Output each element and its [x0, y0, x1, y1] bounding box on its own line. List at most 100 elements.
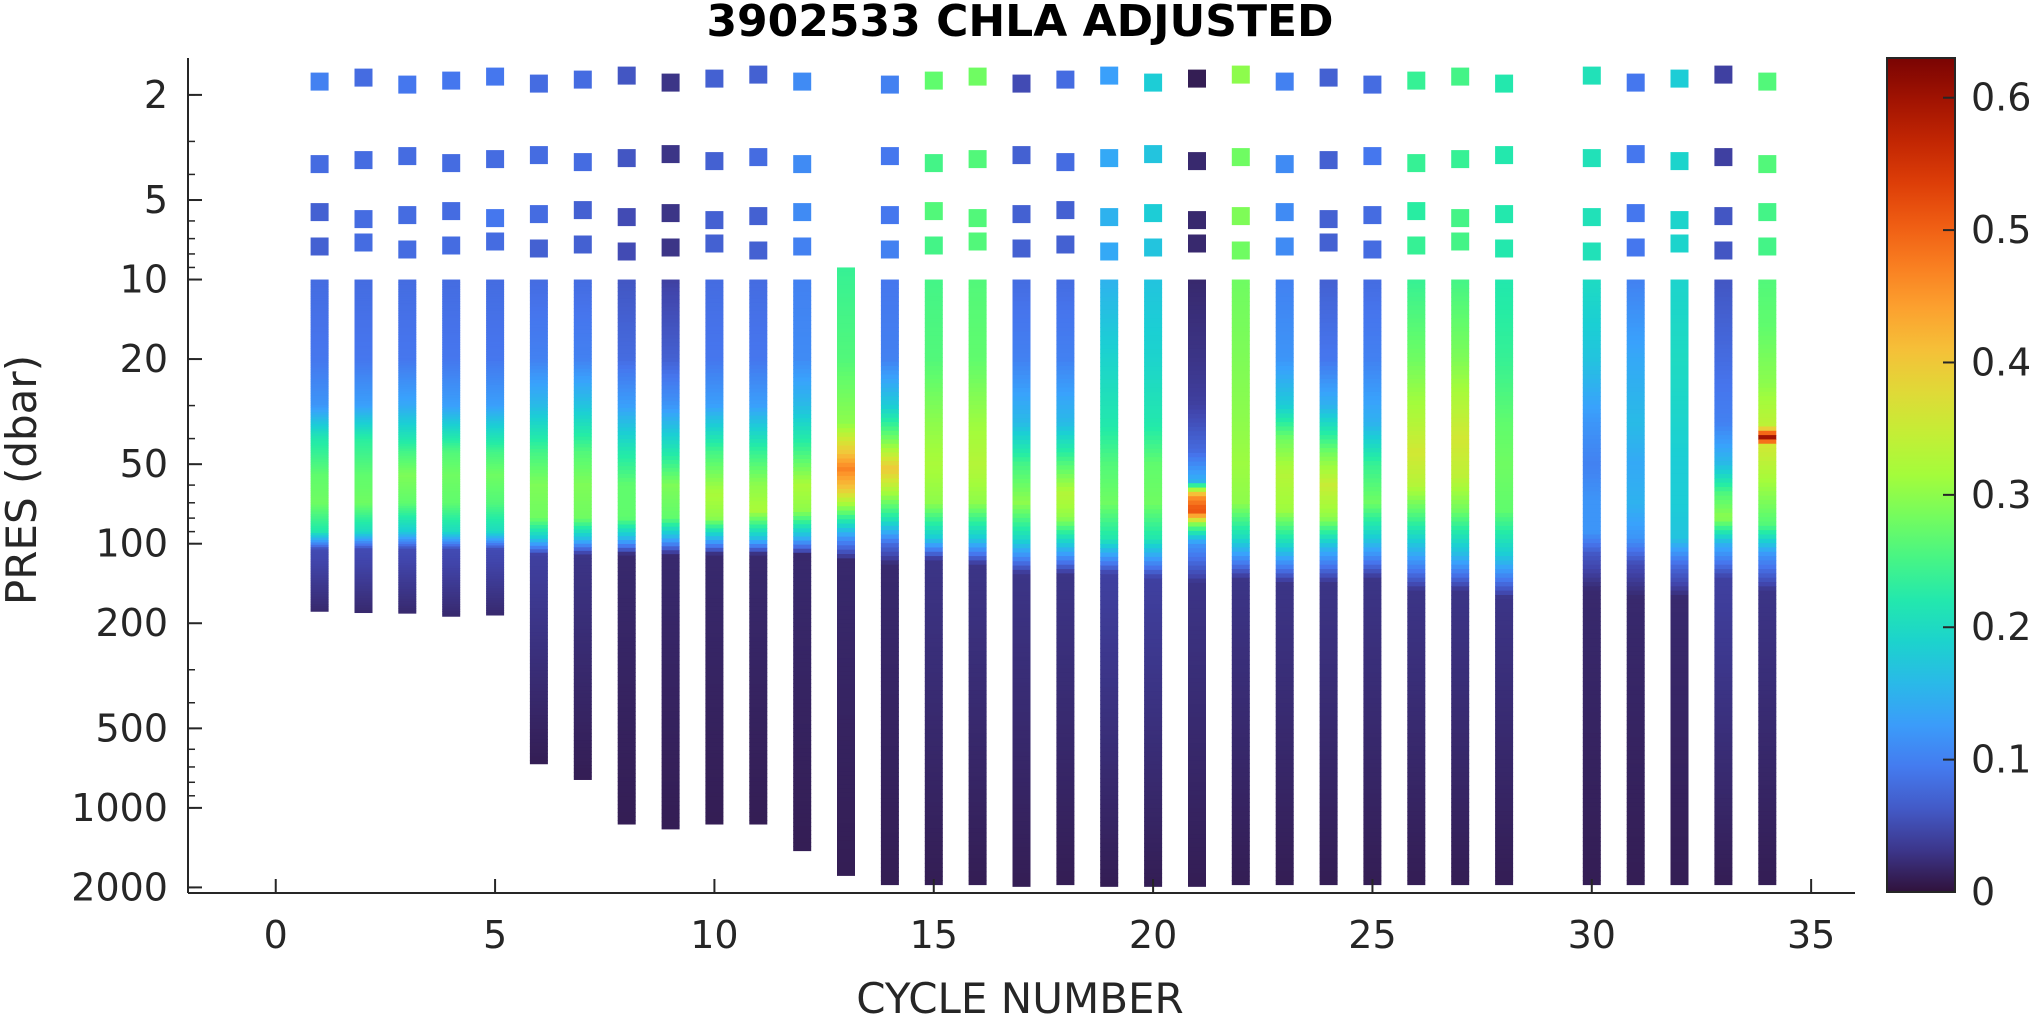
profile-cell: [1188, 526, 1206, 532]
profile-cell: [837, 614, 855, 620]
profile-cell: [573, 608, 592, 613]
profile-cell: [793, 287, 812, 293]
profile-cell: [617, 536, 636, 541]
profile-cell: [837, 358, 855, 364]
profile-cell: [1012, 522, 1031, 528]
profile-cell: [1275, 448, 1294, 453]
profile-cell: [1231, 690, 1250, 695]
profile-cell: [1714, 828, 1733, 834]
profile-cell: [1670, 802, 1689, 808]
profile-cell: [1188, 665, 1206, 671]
profile-cell: [1012, 617, 1031, 623]
profile-cell: [1451, 331, 1470, 337]
profile-cell: [310, 376, 329, 380]
profile-cell: [1319, 599, 1338, 605]
profile-cell: [1188, 340, 1206, 346]
profile-cell: [661, 562, 680, 567]
profile-cell: [442, 334, 461, 338]
profile-cell: [442, 411, 461, 415]
profile-cell: [968, 681, 987, 687]
profile-cell: [1626, 538, 1645, 544]
profile-cell: [617, 746, 636, 751]
profile-cell: [354, 291, 373, 295]
profile-cell: [1495, 478, 1514, 484]
profile-cell: [310, 424, 329, 427]
profile-cell: [1582, 633, 1601, 639]
profile-cell: [1144, 652, 1163, 658]
profile-cell: [486, 416, 505, 420]
profile-cell: [310, 554, 329, 558]
profile-cell: [1451, 594, 1470, 600]
profile-cell: [661, 409, 680, 414]
profile-cell: [749, 586, 768, 592]
profile-cell: [1012, 756, 1031, 762]
profile-cell: [398, 505, 417, 509]
profile-cell: [529, 656, 548, 661]
profile-cell: [1495, 409, 1514, 415]
profile-cell: [1670, 370, 1689, 376]
profile-cell: [749, 458, 768, 463]
profile-cell: [1188, 626, 1206, 632]
profile-cell: [1188, 288, 1206, 294]
profile-cell: [880, 279, 899, 285]
profile-cell: [1714, 305, 1733, 311]
profile-cell: [1144, 457, 1163, 463]
profile-cell: [573, 372, 592, 377]
profile-cell: [310, 492, 329, 496]
profile-cell: [968, 690, 987, 695]
profile-cell: [1100, 370, 1119, 376]
profile-cell: [1363, 754, 1382, 760]
profile-cell: [968, 815, 987, 821]
profile-cell: [793, 512, 812, 517]
profile-cell: [1451, 305, 1470, 311]
profile-cell: [705, 718, 724, 724]
profile-cell: [1275, 283, 1294, 289]
profile-cell: [1056, 681, 1075, 687]
profile-cell: [1012, 452, 1031, 458]
profile-cell: [486, 404, 505, 408]
profile-cell: [880, 530, 899, 536]
profile-cell: [793, 666, 812, 672]
profile-cell: [1582, 288, 1601, 294]
profile-cell: [924, 383, 943, 389]
profile-cell: [749, 415, 768, 421]
profile-cell: [398, 546, 417, 550]
profile-cell: [1582, 845, 1601, 851]
profile-cell: [1012, 630, 1031, 636]
profile-cell: [1670, 603, 1689, 609]
profile-cell: [793, 671, 812, 676]
profile-cell: [1012, 556, 1031, 562]
profile-cell: [617, 726, 636, 732]
profile-cell: [617, 715, 636, 720]
profile-cell: [1582, 495, 1601, 501]
profile-cell: [529, 542, 548, 547]
profile-cell: [1144, 322, 1163, 328]
profile-cell: [1407, 435, 1426, 441]
profile-cell: [1495, 387, 1514, 393]
profile-cell: [398, 522, 417, 526]
profile-cell: [486, 428, 505, 432]
profile-cell: [1582, 409, 1601, 415]
surface-sample: [310, 237, 329, 256]
profile-cycle-33: [1714, 65, 1733, 886]
profile-cell: [924, 400, 943, 406]
profile-cell: [1056, 741, 1075, 747]
profile-cell: [968, 383, 987, 389]
profile-cell: [617, 306, 636, 312]
profile-cell: [1714, 698, 1733, 704]
profile-cell: [1012, 595, 1031, 601]
profile-cell: [529, 448, 548, 454]
profile-cell: [1231, 750, 1250, 756]
profile-cell: [705, 481, 724, 487]
profile-cell: [749, 524, 768, 529]
profile-cell: [968, 365, 987, 371]
profile-cell: [1626, 322, 1645, 328]
surface-sample: [1012, 239, 1031, 258]
profile-cell: [310, 393, 329, 397]
profile-cell: [398, 498, 417, 502]
profile-cell: [1231, 564, 1250, 570]
profile-cell: [749, 454, 768, 460]
profile-cell: [1451, 573, 1470, 579]
profile-cell: [1407, 577, 1426, 583]
profile-cell: [1363, 746, 1382, 752]
